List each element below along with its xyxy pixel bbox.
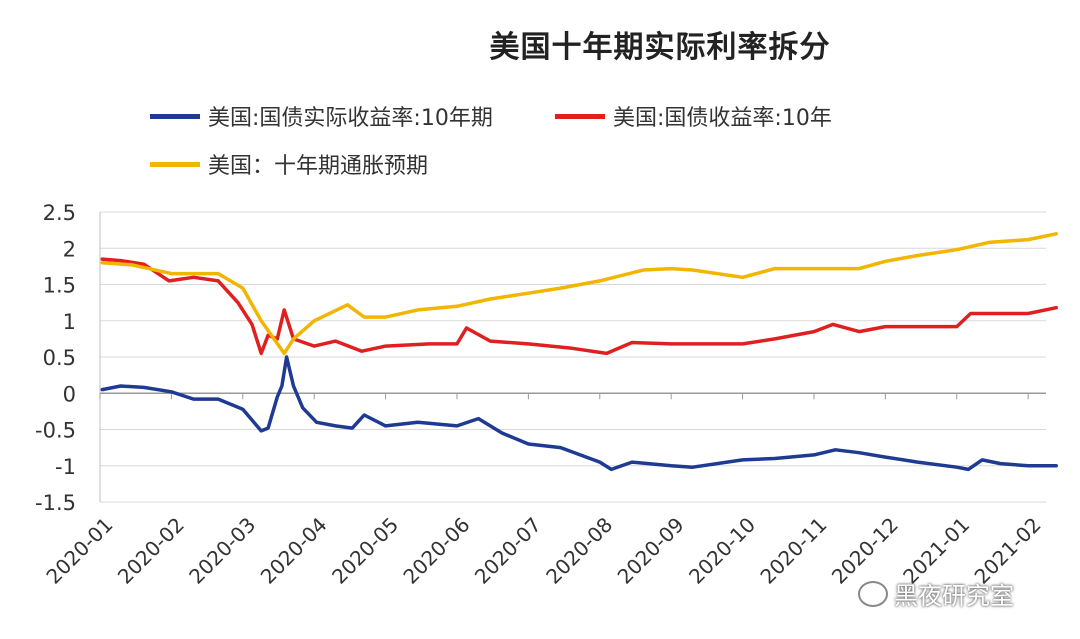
legend-label-inflation: 美国：十年期通胀预期	[208, 154, 429, 179]
legend-swatch-inflation	[150, 161, 200, 167]
x-tick-label: 2020-11	[755, 513, 831, 589]
y-tick-label: 1	[63, 310, 76, 334]
y-tick-label: -0.5	[35, 419, 76, 443]
y-tick-label: -1.5	[35, 491, 76, 515]
x-tick-label: 2020-02	[113, 513, 189, 589]
x-tick-label: 2020-06	[398, 513, 474, 589]
legend-item-real-yield: 美国:国债实际收益率:10年期	[150, 100, 493, 132]
series-line-1	[100, 257, 1058, 356]
legend-label-real-yield: 美国:国债实际收益率:10年期	[208, 106, 493, 131]
x-tick-label: 2020-01	[41, 513, 117, 589]
series-line-2	[100, 232, 1058, 356]
x-tick-label: 2020-03	[184, 513, 260, 589]
y-tick-label: 0.5	[43, 346, 76, 370]
legend-swatch-nominal-yield	[555, 113, 605, 119]
y-tick-label: 0	[63, 382, 76, 406]
legend-label-nominal-yield: 美国:国债收益率:10年	[613, 106, 832, 131]
watermark-text: 黑夜研究室	[894, 582, 1014, 610]
legend-item-nominal-yield: 美国:国债收益率:10年	[555, 100, 832, 132]
x-tick-label: 2020-09	[613, 513, 689, 589]
legend-swatch-real-yield	[150, 113, 200, 119]
y-tick-label: 1.5	[43, 274, 76, 298]
watermark: 黑夜研究室	[858, 576, 1014, 611]
x-tick-label: 2020-10	[684, 513, 760, 589]
legend-item-inflation: 美国：十年期通胀预期	[150, 148, 428, 180]
chart-title: 美国十年期实际利率拆分	[489, 30, 831, 65]
y-tick-label: 2.5	[43, 201, 76, 225]
wechat-icon	[858, 580, 888, 607]
y-tick-label: -1	[55, 455, 76, 479]
x-tick-label: 2020-05	[327, 513, 403, 589]
y-tick-label: 2	[63, 237, 76, 261]
x-tick-label: 2020-08	[541, 513, 617, 589]
series-line-0	[100, 355, 1058, 472]
x-tick-label: 2020-07	[470, 513, 546, 589]
x-tick-label: 2020-04	[256, 513, 332, 589]
